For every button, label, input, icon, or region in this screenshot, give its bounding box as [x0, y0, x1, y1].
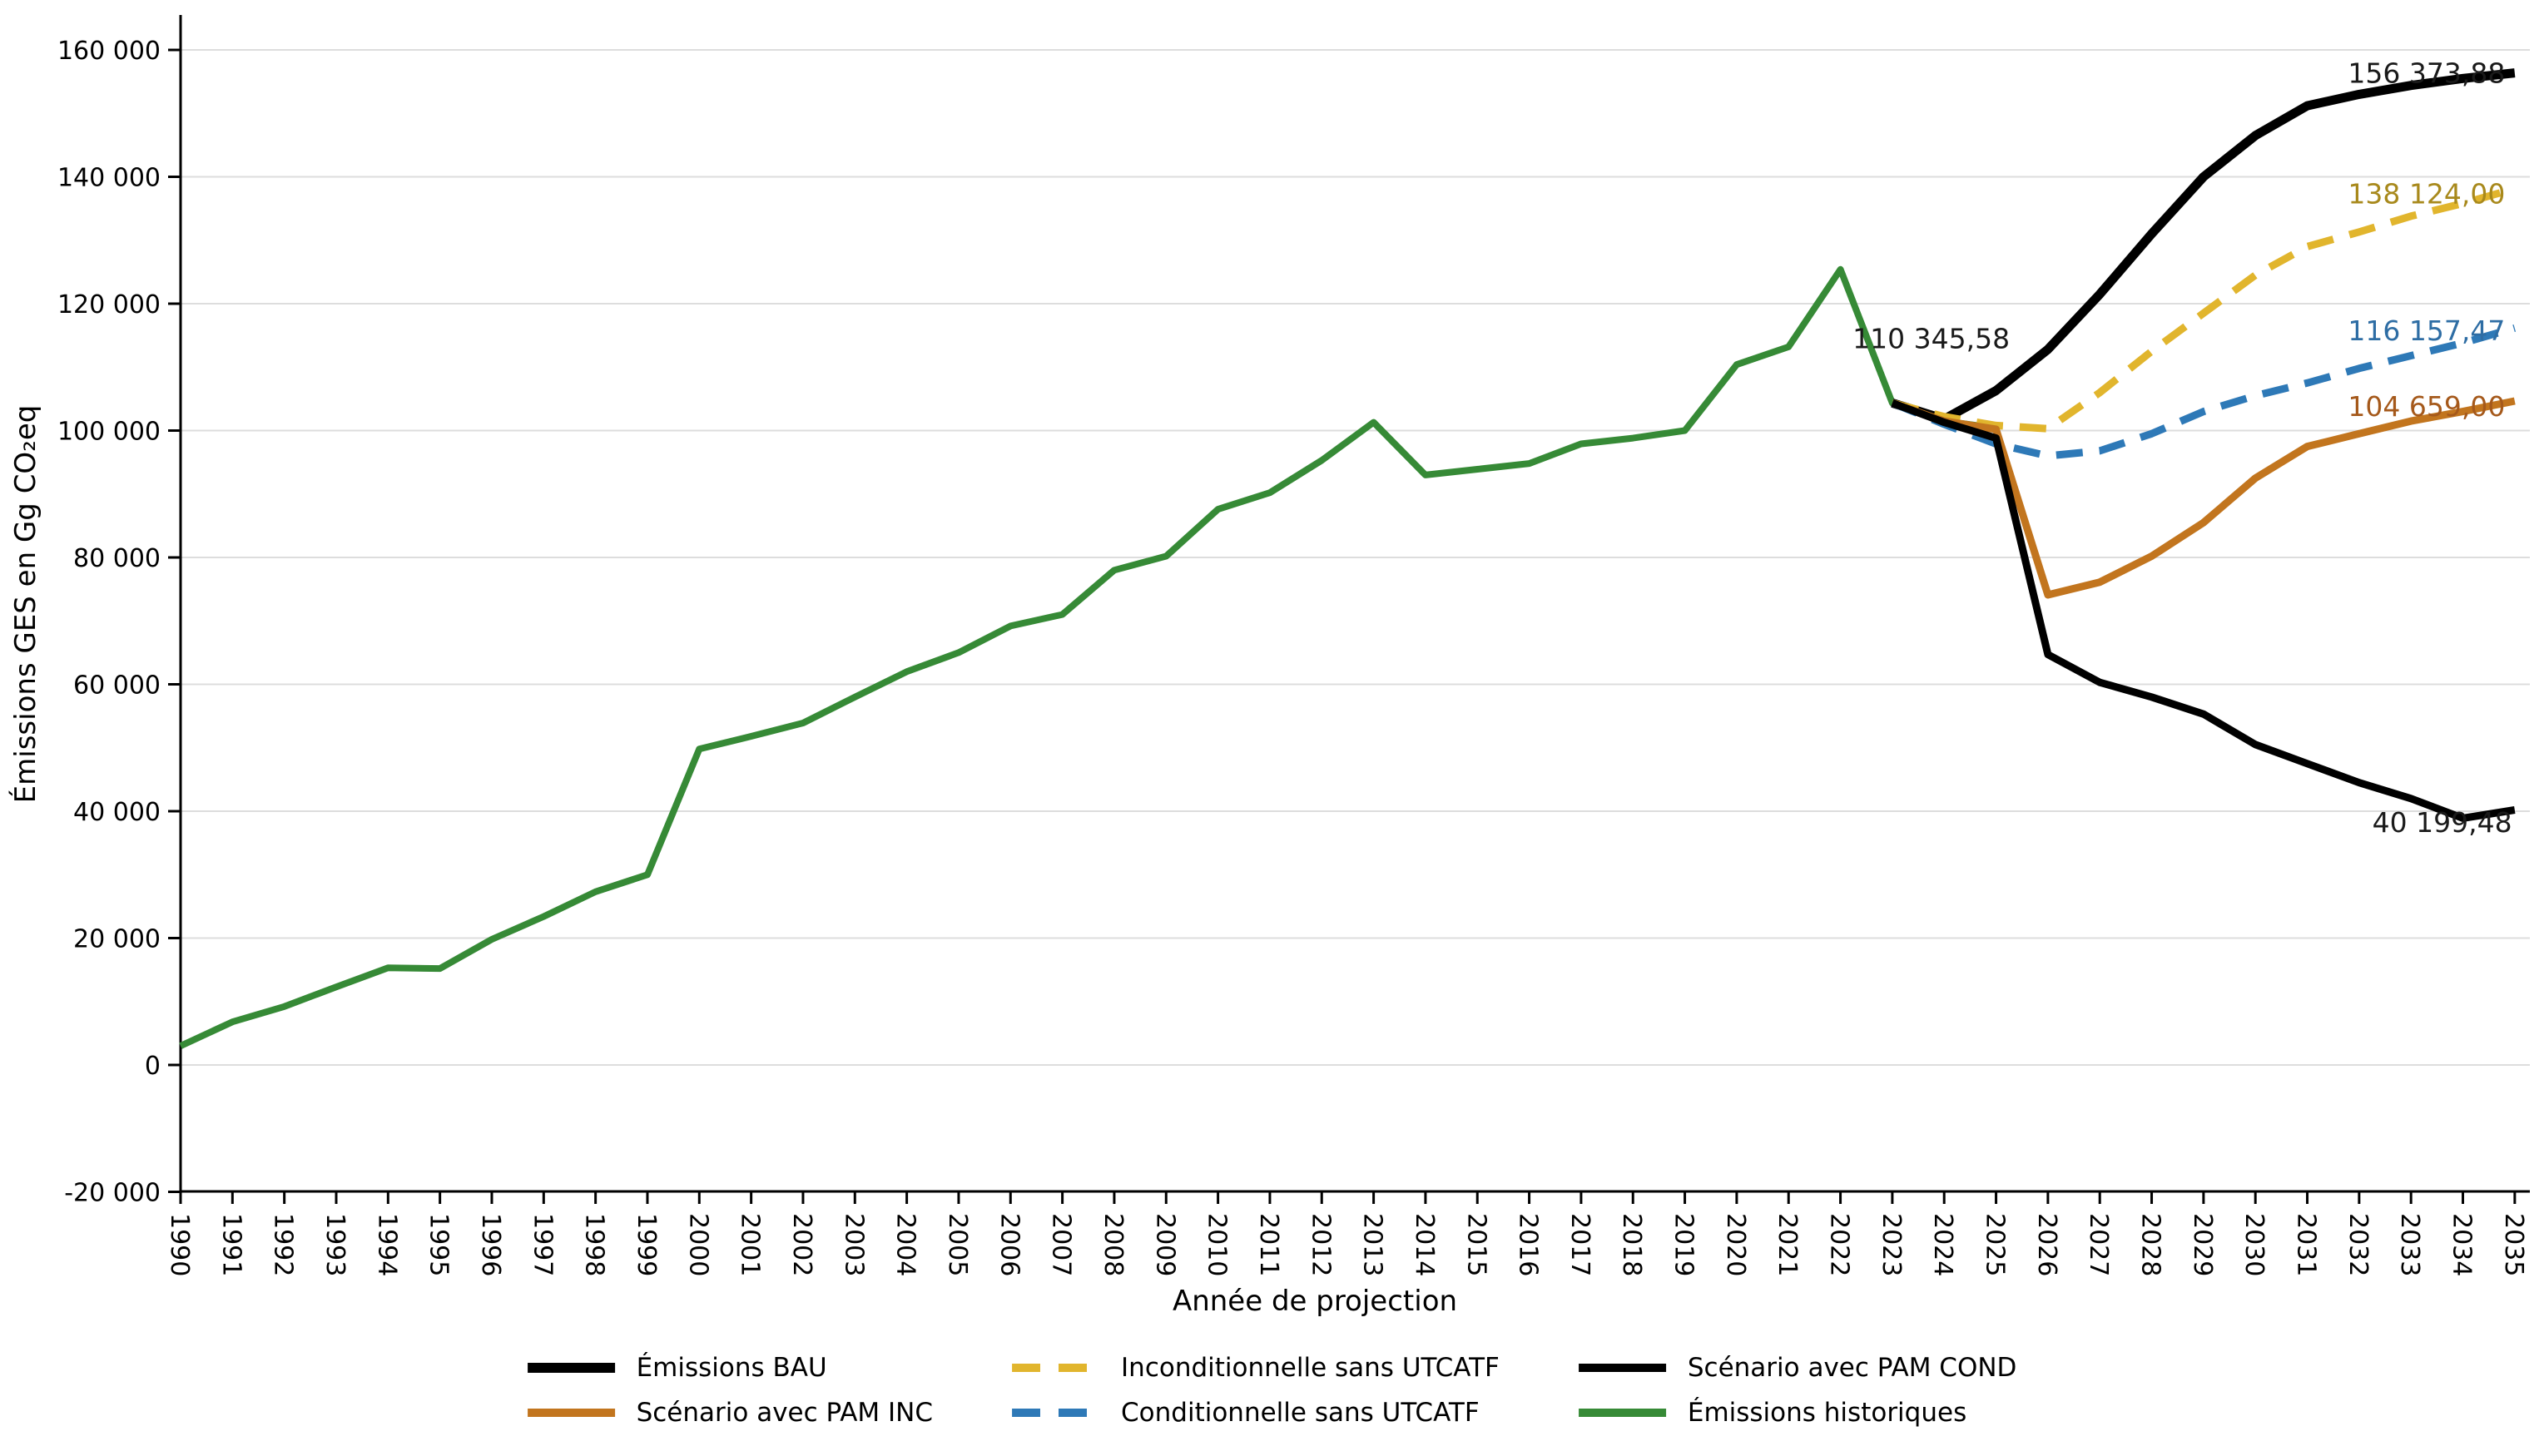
x-tick-label: 2030 — [2239, 1213, 2269, 1276]
legend-label-historical: Émissions historiques — [1687, 1398, 1967, 1428]
x-tick-label: 1992 — [269, 1213, 298, 1276]
legend-item-pam-inc: Scénario avec PAM INC — [527, 1398, 934, 1428]
legend-label-bau: Émissions BAU — [636, 1353, 827, 1383]
x-tick-label: 2000 — [683, 1213, 712, 1276]
value-label: 104 659,00 — [2348, 390, 2505, 423]
y-tick-label: 80 000 — [73, 544, 161, 573]
y-tick-label: 140 000 — [57, 164, 161, 193]
value-label: 156 373,88 — [2348, 57, 2505, 90]
legend-item-bau: Émissions BAU — [527, 1353, 933, 1383]
y-tick-label: 20 000 — [73, 925, 161, 954]
x-tick-label: 2018 — [1617, 1213, 1646, 1276]
y-tick-label: 160 000 — [57, 37, 161, 66]
x-tick-label: 1994 — [372, 1213, 401, 1276]
tick-marks — [168, 48, 2517, 1204]
y-tick-label: 60 000 — [73, 671, 161, 701]
y-tick-label: 120 000 — [57, 290, 161, 319]
legend-item-inc-sans-utcatf: Inconditionnelle sans UTCATF — [1012, 1353, 1500, 1383]
legend-line-sample-cond-sans-utcatf — [1012, 1409, 1100, 1417]
legend-line-sample-bau — [527, 1363, 615, 1373]
x-tick-label: 2010 — [1203, 1213, 1232, 1276]
x-tick-label: 2008 — [1098, 1213, 1128, 1276]
x-tick-label: 1995 — [424, 1213, 454, 1276]
x-tick-label: 2026 — [2032, 1213, 2061, 1276]
x-tick-label: 2032 — [2343, 1213, 2373, 1276]
x-tick-label: 2004 — [891, 1213, 920, 1276]
axes — [179, 15, 2530, 1193]
x-tick-label: 2035 — [2499, 1213, 2528, 1276]
series-line-historical — [179, 265, 1997, 1049]
x-tick-label: 2007 — [1047, 1213, 1076, 1276]
legend-item-historical: Émissions historiques — [1578, 1398, 2017, 1428]
legend-label-cond-sans-utcatf: Conditionnelle sans UTCATF — [1121, 1398, 1480, 1428]
x-tick-label: 2014 — [1410, 1213, 1439, 1276]
tick-labels: -20 000 0 20 000 40 000 60 000 80 000 100 000 1… — [57, 37, 2528, 1276]
value-label: 116 157,47 — [2348, 314, 2505, 347]
x-tick-label: 2019 — [1669, 1213, 1698, 1276]
x-tick-label: 1998 — [580, 1213, 609, 1276]
x-tick-label: 1991 — [216, 1213, 245, 1276]
x-tick-label: 2012 — [1306, 1213, 1335, 1276]
data-labels: 110 345,58 156 373,88 138 124,00 116 157,47… — [1852, 57, 2512, 839]
x-tick-label: 2013 — [1358, 1213, 1387, 1276]
x-tick-label: 2015 — [1461, 1213, 1490, 1276]
value-label: 138 124,00 — [2348, 178, 2505, 210]
x-tick-label: 2021 — [1773, 1213, 1802, 1276]
x-tick-label: 2029 — [2188, 1213, 2217, 1276]
x-tick-label: 2022 — [1825, 1213, 1854, 1276]
x-tick-label: 2024 — [1928, 1213, 1957, 1276]
x-tick-label: 2034 — [2447, 1213, 2477, 1276]
series-line-inc-sans-utcatf — [1891, 185, 2517, 433]
series-line-pam-inc — [1891, 397, 2516, 599]
x-tick-label: 2002 — [787, 1213, 816, 1276]
x-tick-label: 2028 — [2136, 1213, 2165, 1276]
x-tick-label: 2005 — [943, 1213, 972, 1276]
chart-legend: Émissions BAU Scénario avec PAM INC Incond… — [527, 1353, 2017, 1428]
x-tick-label: 2025 — [1981, 1213, 2010, 1276]
legend-item-pam-cond: Scénario avec PAM COND — [1578, 1353, 2017, 1383]
series-line-bau — [1891, 68, 2516, 424]
x-tick-label: 1993 — [320, 1213, 350, 1276]
value-label: 40 199,48 — [2373, 806, 2512, 839]
x-tick-label: 2023 — [1877, 1213, 1906, 1276]
y-tick-label: 0 — [145, 1052, 161, 1081]
y-tick-label: 100 000 — [57, 418, 161, 447]
value-label: 110 345,58 — [1852, 322, 2010, 354]
x-tick-label: 2020 — [1721, 1213, 1750, 1276]
legend-line-sample-historical — [1578, 1409, 1666, 1417]
legend-label-pam-inc: Scénario avec PAM INC — [636, 1398, 934, 1428]
x-tick-label: 2006 — [994, 1213, 1024, 1276]
x-tick-label: 1997 — [528, 1213, 557, 1276]
legend-line-sample-pam-cond — [1578, 1364, 1666, 1372]
y-tick-label: -20 000 — [64, 1179, 161, 1208]
series-lines — [179, 68, 2517, 1049]
x-tick-label: 2011 — [1254, 1213, 1283, 1276]
x-tick-label: 1990 — [165, 1213, 194, 1276]
x-tick-label: 2009 — [1150, 1213, 1179, 1276]
gridlines — [181, 49, 2530, 1066]
x-tick-label: 1999 — [632, 1213, 661, 1276]
x-tick-label: 2017 — [1565, 1213, 1594, 1276]
x-tick-label: 2003 — [839, 1213, 868, 1276]
x-tick-label: 1996 — [476, 1213, 505, 1276]
x-axis-title: Année de projection — [1173, 1285, 1457, 1318]
x-tick-label: 2001 — [736, 1213, 765, 1276]
x-tick-label: 2031 — [2292, 1213, 2321, 1276]
y-tick-label: 40 000 — [73, 798, 161, 827]
legend-label-pam-cond: Scénario avec PAM COND — [1687, 1353, 2017, 1383]
legend-label-inc-sans-utcatf: Inconditionnelle sans UTCATF — [1121, 1353, 1500, 1383]
legend-line-sample-pam-inc — [527, 1409, 615, 1417]
series-line-pam-cond — [1891, 399, 2516, 822]
y-axis-title: Émissions GES en Gg CO₂eq — [8, 405, 42, 804]
legend-item-cond-sans-utcatf: Conditionnelle sans UTCATF — [1012, 1398, 1500, 1428]
x-tick-label: 2027 — [2084, 1213, 2113, 1276]
x-tick-label: 2033 — [2395, 1213, 2424, 1276]
x-tick-label: 2016 — [1514, 1213, 1543, 1276]
legend-line-sample-inc-sans-utcatf — [1012, 1364, 1100, 1372]
